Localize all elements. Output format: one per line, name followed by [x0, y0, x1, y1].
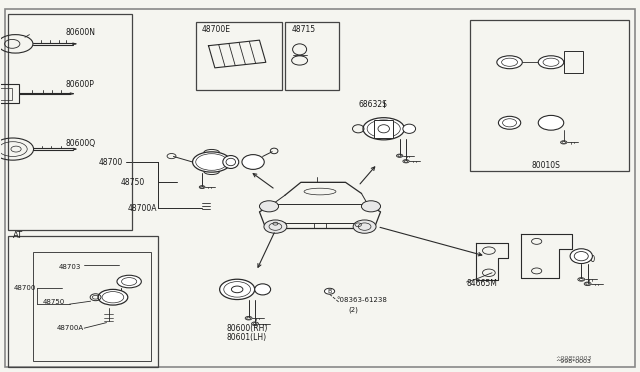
- Text: 48700: 48700: [14, 285, 36, 291]
- Ellipse shape: [242, 155, 264, 169]
- Text: 48715: 48715: [291, 25, 316, 33]
- Ellipse shape: [98, 289, 128, 305]
- Text: 80600(RH): 80600(RH): [226, 324, 268, 333]
- Text: 68632S: 68632S: [358, 100, 387, 109]
- Text: 84460: 84460: [572, 255, 596, 264]
- Text: AT: AT: [13, 231, 23, 240]
- Text: 48700E: 48700E: [202, 25, 231, 33]
- Text: 48700: 48700: [98, 157, 122, 167]
- Circle shape: [362, 201, 381, 212]
- Text: 80600Q: 80600Q: [65, 139, 95, 148]
- Bar: [374, 119, 394, 138]
- Text: 48750: 48750: [43, 299, 65, 305]
- Circle shape: [353, 220, 376, 233]
- Bar: [0, 84, 19, 103]
- Text: 48750: 48750: [120, 178, 145, 187]
- Ellipse shape: [403, 124, 415, 134]
- Ellipse shape: [255, 284, 271, 295]
- Bar: [285, 22, 339, 90]
- Circle shape: [259, 201, 278, 212]
- Ellipse shape: [363, 118, 404, 140]
- Text: 48700A: 48700A: [57, 325, 84, 331]
- Bar: [564, 51, 583, 73]
- Text: 48700A: 48700A: [128, 203, 157, 213]
- Text: ^998*0003: ^998*0003: [556, 359, 591, 364]
- Bar: [33, 253, 151, 361]
- Ellipse shape: [193, 152, 231, 172]
- Text: B: B: [328, 289, 332, 294]
- Text: °08363-61238: °08363-61238: [336, 298, 387, 304]
- Ellipse shape: [223, 155, 239, 169]
- Bar: [0, 88, 12, 100]
- Text: 80600N: 80600N: [65, 28, 95, 37]
- Bar: [8, 236, 157, 367]
- Ellipse shape: [570, 249, 593, 263]
- Ellipse shape: [117, 275, 141, 288]
- Text: ^998*0003: ^998*0003: [556, 356, 592, 361]
- Ellipse shape: [497, 56, 522, 69]
- Ellipse shape: [499, 116, 521, 129]
- Text: 80010S: 80010S: [532, 161, 561, 170]
- Text: (2): (2): [349, 307, 358, 313]
- Ellipse shape: [538, 56, 564, 69]
- Text: 80600P: 80600P: [65, 80, 94, 89]
- Circle shape: [324, 288, 335, 294]
- Ellipse shape: [220, 279, 255, 299]
- Ellipse shape: [538, 115, 564, 130]
- Text: 48703: 48703: [59, 264, 81, 270]
- Text: 80601(LH): 80601(LH): [227, 333, 267, 342]
- Bar: [196, 22, 282, 90]
- Text: 84665M: 84665M: [467, 279, 497, 288]
- Bar: [8, 14, 132, 230]
- Circle shape: [264, 220, 287, 233]
- Bar: [470, 20, 629, 171]
